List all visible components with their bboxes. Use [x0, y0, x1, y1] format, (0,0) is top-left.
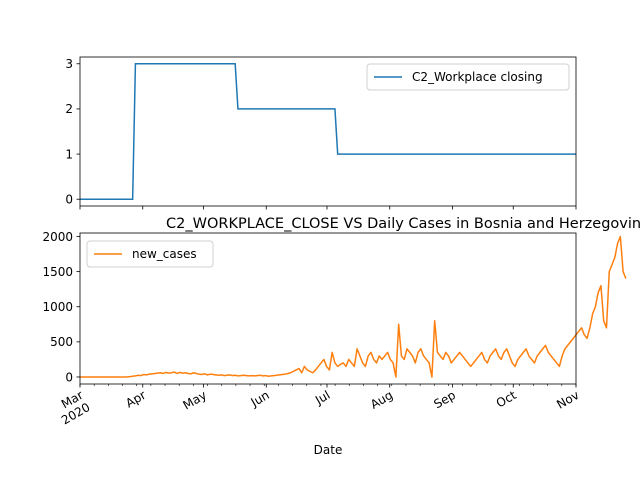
- top-legend-label: C2_Workplace closing: [412, 70, 543, 84]
- xtick-label-line: Jul: [312, 388, 332, 408]
- chart-title: C2_WORKPLACE_CLOSE VS Daily Cases in Bos…: [166, 216, 640, 232]
- top-axes-frame: [79, 56, 577, 207]
- top-legend: C2_Workplace closing: [366, 63, 570, 91]
- bottom-panel: C2_WORKPLACE_CLOSE VS Daily Cases in Bos…: [42, 216, 640, 457]
- bottom-ytick-label: 1000: [42, 300, 73, 314]
- bottom-legend-label: new_cases: [132, 247, 197, 261]
- bottom-axes-frame: [79, 232, 577, 385]
- top-panel: 0 1 2 3 C2_Workplace closing: [65, 56, 577, 210]
- xtick-label: Jul: [312, 388, 332, 408]
- top-legend-box: [366, 63, 570, 91]
- workplace-closing-line: [80, 63, 576, 200]
- top-ytick-label: 0: [65, 193, 73, 207]
- bottom-legend-box: [86, 240, 214, 268]
- new-cases-line: [80, 235, 627, 378]
- top-ytick-label: 1: [65, 147, 73, 161]
- top-ytick-label: 2: [65, 102, 73, 116]
- top-y-axis: 0 1 2 3: [65, 57, 80, 207]
- bottom-ytick-label: 500: [50, 335, 73, 349]
- bottom-ytick-label: 1500: [42, 265, 73, 279]
- bottom-ytick-label: 2000: [42, 230, 73, 244]
- bottom-ytick-label: 0: [65, 370, 73, 384]
- bottom-legend: new_cases: [86, 240, 214, 268]
- bottom-y-axis: 0 500 1000 1500 2000: [42, 230, 80, 384]
- x-axis-label: Date: [314, 443, 343, 457]
- top-ytick-label: 3: [65, 57, 73, 71]
